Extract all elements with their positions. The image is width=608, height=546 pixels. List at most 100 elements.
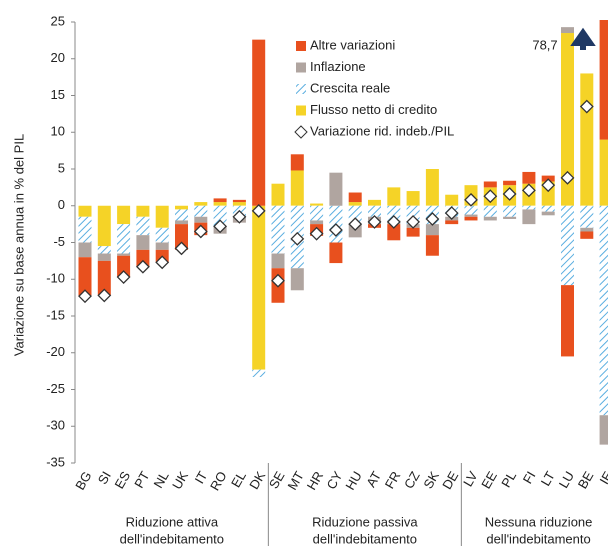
- y-tick-label: -5: [53, 234, 65, 249]
- y-tick-label: 5: [58, 160, 65, 175]
- bar-segment: [271, 183, 285, 206]
- bar-segment: [232, 199, 246, 203]
- bar-segment: [406, 227, 420, 237]
- x-tick-label: PT: [131, 469, 152, 491]
- bar-segment: [310, 203, 324, 206]
- bar-segment: [97, 253, 111, 261]
- diamond-marker: [406, 215, 421, 229]
- legend-swatch: [296, 41, 306, 51]
- bar-segment: [175, 205, 188, 210]
- y-tick-label: -25: [46, 381, 65, 396]
- bar-segment: [580, 227, 594, 232]
- bar-segment: [561, 27, 574, 34]
- group-label: dell'indebitamento: [313, 531, 417, 546]
- bar-segment: [213, 202, 227, 206]
- bar-segment: [503, 205, 517, 217]
- diamond-marker: [425, 212, 440, 226]
- bar-segment: [541, 205, 555, 212]
- bar-segment: [483, 181, 497, 188]
- bar-segment: [194, 205, 208, 217]
- bar-segment: [78, 242, 92, 258]
- diamond-marker: [464, 192, 478, 207]
- diamond-marker: [579, 99, 594, 114]
- bar-segment: [522, 209, 536, 225]
- group-label: dell'indebitamento: [120, 531, 224, 546]
- diamond-marker: [116, 270, 131, 284]
- arrow: [570, 27, 596, 50]
- bar-segment: [348, 192, 362, 203]
- bar-segment: [425, 169, 439, 206]
- diamond-marker: [174, 241, 189, 256]
- legend-label: Variazione rid. indeb./PIL: [310, 123, 454, 138]
- bar-segment: [194, 216, 208, 223]
- y-tick-label: -20: [46, 344, 65, 359]
- diamond-marker: [290, 231, 305, 246]
- bar-segment: [290, 154, 304, 171]
- y-tick-label: 15: [51, 87, 65, 102]
- legend-swatch: [296, 84, 306, 94]
- bar-segment: [271, 205, 285, 254]
- diamond-marker: [97, 288, 112, 303]
- x-tick-label: FR: [382, 469, 404, 492]
- bar-segment: [348, 205, 362, 225]
- bar-segment: [599, 139, 608, 206]
- bar-segment: [117, 255, 131, 278]
- bar-segment: [522, 205, 536, 210]
- bar-segment: [155, 205, 169, 228]
- plot-area: [78, 20, 608, 445]
- y-tick-label: -10: [46, 271, 65, 286]
- legend-label: Altre variazioni: [310, 37, 395, 52]
- bar-segment: [213, 205, 227, 227]
- bar-segment: [599, 205, 608, 416]
- diamond-marker: [251, 203, 266, 218]
- bar-segment: [175, 209, 188, 221]
- x-tick-label: FI: [520, 469, 539, 487]
- x-tick-label: UK: [169, 468, 191, 491]
- diamond-marker: [541, 178, 556, 193]
- bar-segment: [561, 205, 574, 286]
- legend-label: Crescita reale: [310, 80, 390, 95]
- diamond-marker: [560, 170, 575, 185]
- diamond-marker: [232, 209, 247, 224]
- bar-segment: [97, 205, 111, 247]
- bar-segment: [387, 205, 401, 221]
- bar-segment: [561, 33, 574, 206]
- group-label: dell'indebitamento: [486, 531, 590, 546]
- x-tick-label: CY: [323, 468, 345, 491]
- group-label: Nessuna riduzione: [485, 514, 593, 529]
- group-label: Riduzione passiva: [312, 514, 418, 529]
- y-tick-label: 0: [58, 197, 65, 212]
- bar-segment: [329, 242, 343, 264]
- bar-segment: [97, 246, 111, 254]
- diamond-marker: [213, 219, 228, 234]
- legend-label: Flusso netto di credito: [310, 102, 437, 117]
- x-tick-label: EE: [478, 468, 500, 491]
- bar-segment: [290, 170, 304, 206]
- x-tick-label: NL: [150, 469, 171, 491]
- bar-segment: [252, 39, 266, 206]
- bar-segment: [136, 235, 150, 250]
- x-tick-label: BG: [72, 469, 94, 493]
- x-tick-label: HR: [304, 469, 326, 493]
- y-tick-label: 25: [51, 13, 65, 28]
- bar-segment: [464, 216, 478, 221]
- bar-segment: [175, 224, 188, 250]
- x-tick-label: DE: [439, 468, 461, 491]
- diamond-marker: [502, 187, 517, 201]
- diamond-marker: [78, 289, 92, 304]
- x-tick-label: DK: [246, 468, 268, 491]
- bar-segment: [599, 415, 608, 445]
- diamond-marker: [386, 215, 401, 229]
- x-tick-label: BE: [575, 468, 597, 491]
- y-tick-label: 10: [51, 124, 65, 139]
- bar-segment: [561, 285, 574, 357]
- bar-segment: [213, 198, 227, 203]
- group-label: Riduzione attiva: [126, 514, 219, 529]
- bar-segment: [387, 224, 401, 241]
- bar-segment: [541, 211, 555, 216]
- diamond-marker: [348, 217, 363, 232]
- bar-segment: [445, 220, 459, 225]
- x-tick-label: SK: [420, 468, 442, 491]
- diamond-marker: [367, 215, 382, 229]
- bar-segment: [194, 202, 208, 206]
